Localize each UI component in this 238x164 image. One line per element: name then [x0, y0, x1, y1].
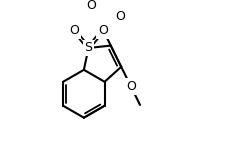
- Text: O: O: [69, 24, 79, 37]
- Text: O: O: [86, 0, 96, 12]
- Text: O: O: [98, 24, 108, 37]
- Text: S: S: [84, 41, 93, 54]
- Text: O: O: [126, 80, 136, 93]
- Text: O: O: [115, 10, 125, 23]
